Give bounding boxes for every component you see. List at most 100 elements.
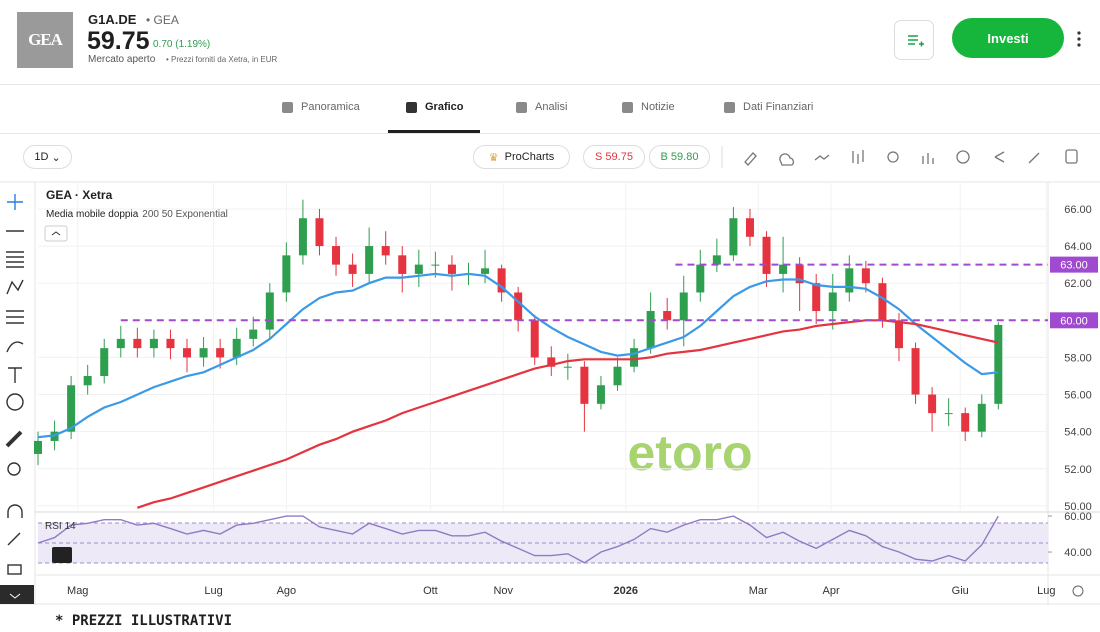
rsi-tick-label: 60.00 — [1064, 511, 1092, 523]
hide-tools-icon — [9, 593, 21, 599]
projection-tool[interactable] — [6, 310, 24, 324]
ticker: G1A.DE — [88, 12, 137, 27]
tab[interactable]: Dati Finanziari — [724, 101, 813, 113]
candle-body — [166, 338, 175, 349]
panel-icon[interactable] — [1065, 149, 1078, 164]
tab[interactable]: Analisi — [516, 101, 567, 113]
level-label: 63.00 — [1060, 260, 1088, 272]
add-icon[interactable] — [956, 150, 970, 164]
candle-body — [580, 366, 589, 404]
moving-average — [136, 319, 999, 509]
candle-type-icon[interactable] — [852, 150, 864, 164]
y-tick-label: 62.00 — [1064, 278, 1092, 290]
candle-body — [630, 348, 639, 367]
y-tick-label: 66.00 — [1064, 204, 1092, 216]
instrument-name-text: GEA — [153, 13, 179, 27]
x-tick-label: Lug — [204, 585, 222, 597]
candle-body — [431, 264, 440, 266]
tab-label: Panoramica — [301, 101, 360, 113]
candle-body — [216, 348, 225, 358]
candle-body — [894, 320, 903, 349]
candle-body — [712, 255, 721, 265]
candle-body — [928, 394, 937, 414]
invest-button[interactable]: Investi — [952, 18, 1064, 58]
moving-average — [37, 272, 999, 439]
market-status: Mercato aperto — [88, 54, 156, 65]
tab[interactable]: Notizie — [622, 101, 675, 113]
settings-icon[interactable] — [887, 151, 899, 163]
price: 59.75 — [87, 27, 150, 55]
candle-body — [83, 375, 92, 386]
lock-draw-tool[interactable] — [7, 532, 21, 546]
x-tick-label: Lug — [1037, 585, 1055, 597]
candle-body — [861, 268, 870, 284]
x-tick-label: 2026 — [614, 585, 638, 597]
tab[interactable]: Panoramica — [282, 101, 360, 113]
x-tick-label: Mar — [749, 585, 768, 597]
candle-body — [762, 236, 771, 274]
candle-body — [481, 268, 490, 274]
instrument-name: • GEA — [146, 13, 179, 27]
brush-tool[interactable] — [6, 341, 24, 353]
y-tick-label: 52.00 — [1064, 464, 1092, 476]
sell-button[interactable]: S 59.75 — [583, 145, 645, 169]
pattern-tool[interactable] — [6, 279, 24, 295]
candle-body — [249, 329, 258, 339]
more-menu[interactable] — [1074, 30, 1084, 48]
price-source-text: Prezzi forniti da Xetra, in EUR — [171, 55, 278, 64]
candle-body — [745, 218, 754, 237]
cloud-icon[interactable] — [779, 153, 795, 166]
zoom-tool[interactable] — [7, 462, 21, 476]
candle-body — [646, 311, 655, 349]
line-type-icon[interactable] — [814, 154, 830, 161]
level-label-box — [1050, 256, 1098, 273]
tab-label: Grafico — [425, 101, 464, 113]
text-tool[interactable] — [8, 367, 22, 383]
rsi-line — [37, 515, 999, 564]
procharts-button[interactable]: ♛ ProCharts — [473, 145, 570, 169]
settings-icon[interactable] — [1072, 585, 1084, 597]
tab-icon — [622, 101, 633, 113]
tv-logo — [52, 547, 72, 563]
emoji-tool[interactable] — [6, 393, 24, 411]
tab[interactable]: Grafico — [406, 101, 464, 113]
magnet-tool[interactable] — [7, 504, 23, 518]
fullscreen-icon[interactable] — [1028, 152, 1040, 164]
lock-tool[interactable] — [7, 564, 22, 575]
candle-body — [878, 283, 887, 321]
candle-body — [696, 264, 705, 293]
candle-body — [67, 385, 76, 432]
indicators-icon[interactable] — [922, 153, 934, 164]
price-source: • Prezzi forniti da Xetra, in EUR — [166, 55, 278, 64]
measure-tool[interactable] — [5, 430, 23, 448]
x-tick-label: Mag — [67, 585, 88, 597]
candle-body — [116, 338, 125, 349]
watchlist-button[interactable] — [894, 20, 934, 60]
collapse-button[interactable] — [44, 225, 68, 242]
candle-body — [232, 338, 241, 358]
active-tab-indicator — [388, 130, 480, 133]
interval-select[interactable]: 1D ⌄ — [23, 145, 72, 169]
share-icon[interactable] — [994, 151, 1005, 163]
draw-icon[interactable] — [744, 152, 757, 166]
candle-body — [447, 264, 456, 274]
interval: 1D — [34, 151, 49, 163]
x-tick-label: Apr — [823, 585, 840, 597]
candle-body — [365, 246, 374, 274]
crosshair-tool[interactable] — [7, 194, 23, 210]
candle-body — [547, 357, 556, 367]
hide-tools[interactable] — [0, 585, 34, 604]
buy-button[interactable]: B 59.80 — [649, 145, 710, 169]
tab-icon — [516, 101, 527, 113]
price-change: 0.70 (1.19%) — [153, 39, 211, 50]
tab-icon — [406, 101, 417, 113]
x-tick-label: Ago — [277, 585, 297, 597]
tab-label: Dati Finanziari — [743, 101, 814, 113]
candle-body — [348, 264, 357, 274]
fib-tool[interactable] — [6, 251, 24, 268]
collapse-icon — [51, 231, 61, 236]
candle-body — [779, 264, 788, 274]
plot: 50.00 52.00 54.00 56.00 58.00 62.00 64.00 66.00… — [34, 182, 1098, 597]
candle-body — [34, 440, 42, 454]
